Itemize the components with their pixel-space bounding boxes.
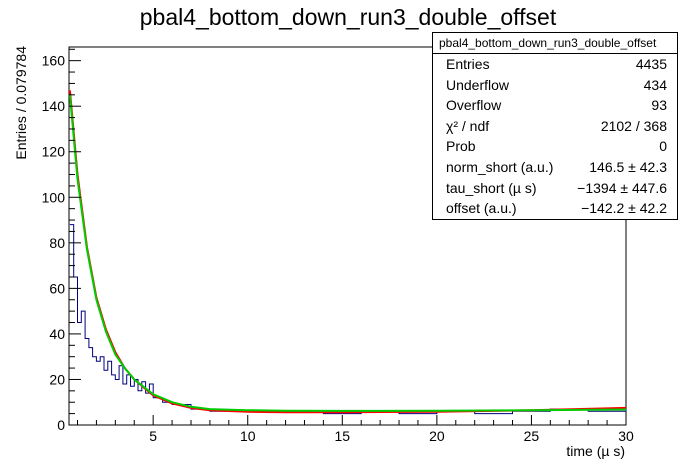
stats-title: pbal4_bottom_down_run3_double_offset (433, 33, 677, 54)
y-axis-label: Entries / 0.079784 (13, 46, 29, 160)
stats-row-prob: Prob 0 (433, 136, 677, 157)
stats-row-underflow: Underflow 434 (433, 75, 677, 96)
stats-label: Prob (446, 138, 476, 155)
x-tick-label: 15 (335, 428, 351, 444)
stats-value: −1394 ± 447.6 (577, 179, 667, 196)
stats-value: −142.2 ± 42.2 (581, 200, 667, 217)
axes-layer: 5 10 15 20 25 30 0 20 40 60 80 100 120 140 160 (42, 48, 634, 444)
stats-label: tau_short (µ s) (446, 179, 537, 196)
chart-title: pbal4_bottom_down_run3_double_offset (140, 4, 557, 30)
stats-row-offset: offset (a.u.) −142.2 ± 42.2 (433, 198, 677, 219)
stats-label: norm_short (a.u.) (446, 158, 554, 175)
y-tick-label: 20 (49, 371, 65, 387)
fit-curve-2 (68, 94, 627, 412)
stats-row-chi2-ndf: χ² / ndf 2102 / 368 (433, 116, 677, 137)
y-tick-label: 120 (42, 144, 66, 160)
y-tick-label: 80 (49, 235, 65, 251)
series-layer (68, 90, 627, 415)
y-tick-label: 0 (57, 417, 65, 433)
stats-value: 146.5 ± 42.3 (589, 158, 667, 175)
x-tick-label: 25 (524, 428, 540, 444)
stats-value: 93 (651, 97, 667, 114)
stats-row-entries: Entries 4435 (433, 54, 677, 75)
y-tick-label: 40 (49, 326, 65, 342)
stats-label: Overflow (446, 97, 502, 114)
stats-value: 0 (659, 138, 667, 155)
x-axis-label: time (µ s) (566, 443, 625, 459)
x-tick-label: 30 (618, 428, 634, 444)
stats-row-overflow: Overflow 93 (433, 95, 677, 116)
y-tick-label: 60 (49, 280, 65, 296)
stats-label: offset (a.u.) (446, 200, 517, 217)
y-tick-label: 140 (42, 98, 66, 114)
stats-value: 434 (643, 76, 667, 93)
x-tick-label: 20 (429, 428, 445, 444)
y-tick-label: 160 (42, 53, 66, 69)
stats-label: Underflow (446, 76, 510, 93)
stats-label: Entries (446, 56, 490, 72)
stats-value: 4435 (635, 56, 667, 72)
x-tick-label: 10 (240, 428, 256, 444)
stats-box: pbal4_bottom_down_run3_double_offset Ent… (432, 32, 678, 220)
histogram-series-0 (69, 224, 627, 415)
stats-row-tau-short: tau_short (µ s) −1394 ± 447.6 (433, 178, 677, 199)
y-tick-label: 100 (42, 189, 66, 205)
stats-value: 2102 / 368 (600, 117, 667, 134)
stats-row-norm-short: norm_short (a.u.) 146.5 ± 42.3 (433, 157, 677, 178)
stats-label: χ² / ndf (446, 117, 490, 134)
x-tick-label: 5 (149, 428, 157, 444)
